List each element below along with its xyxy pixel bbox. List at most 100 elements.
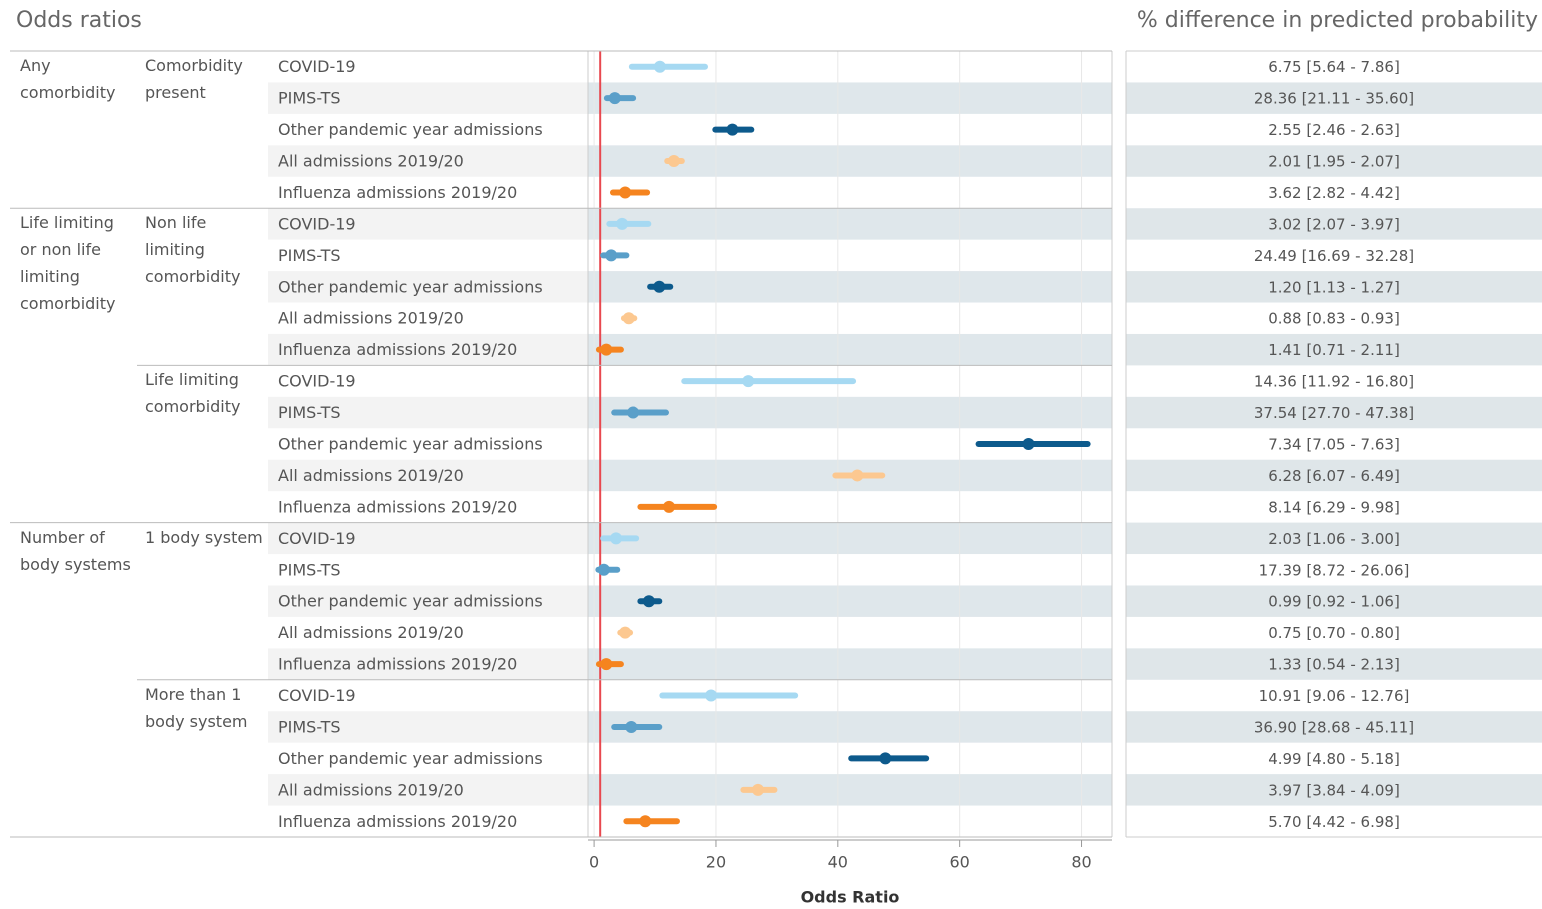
row-shade [1126, 396, 1542, 429]
outcome-label: PIMS-TS [278, 560, 341, 579]
outcome-label: All admissions 2019/20 [278, 780, 464, 799]
outcome-label: COVID-19 [278, 686, 356, 705]
estimate-point [653, 60, 666, 73]
pct-label: 0.99 [0.92 - 1.06] [1268, 593, 1400, 611]
row-shade [588, 774, 1112, 806]
row-shade [588, 271, 1112, 303]
x-tick-label: 60 [949, 853, 969, 872]
pct-label: 3.02 [2.07 - 3.97] [1268, 215, 1400, 233]
row-shade [1126, 333, 1542, 366]
pct-label: 28.36 [21.11 - 35.60] [1254, 90, 1414, 108]
row-shade [1126, 522, 1542, 555]
outcome-label: Other pandemic year admissions [278, 277, 543, 296]
estimate-point [879, 752, 892, 765]
pct-label: 2.01 [1.95 - 2.07] [1268, 153, 1400, 171]
x-tick-label: 20 [706, 853, 726, 872]
outcome-label: Other pandemic year admissions [278, 435, 543, 454]
outcome-label: PIMS-TS [278, 403, 341, 422]
pct-label: 1.33 [0.54 - 2.13] [1268, 656, 1400, 674]
pct-label: 14.36 [11.92 - 16.80] [1254, 373, 1414, 391]
subgroup-label: Non life limiting comorbidity [145, 213, 241, 287]
x-tick-label: 0 [589, 853, 599, 872]
estimate-point [610, 532, 623, 545]
outcome-label: PIMS-TS [278, 717, 341, 736]
row-shade [588, 648, 1112, 680]
row-shade [588, 208, 1112, 240]
row-shade [1126, 271, 1542, 303]
row-shade [268, 585, 588, 617]
row-shade [1126, 82, 1542, 114]
pct-label: 2.03 [1.06 - 3.00] [1268, 530, 1400, 548]
row-shade [1126, 774, 1542, 806]
pct-label: 5.70 [4.42 - 6.98] [1268, 813, 1400, 831]
row-shade [268, 774, 588, 806]
pct-label: 0.75 [0.70 - 0.80] [1268, 624, 1400, 642]
outcome-label: Other pandemic year admissions [278, 120, 543, 139]
row-shade [1126, 648, 1542, 680]
outcome-label: Other pandemic year admissions [278, 749, 543, 768]
estimate-point [597, 563, 610, 576]
estimate-point [625, 720, 638, 733]
outcome-label: COVID-19 [278, 57, 356, 76]
row-shade [268, 145, 588, 177]
estimate-point [605, 249, 618, 262]
row-shade [268, 396, 588, 429]
subgroup-label: Comorbidity present [145, 56, 243, 102]
outcome-label: All admissions 2019/20 [278, 152, 464, 171]
group-label: Any comorbidity [20, 56, 116, 102]
estimate-point [608, 92, 621, 105]
subgroup-label: More than 1 body system [145, 684, 248, 731]
pct-label: 3.97 [3.84 - 4.09] [1268, 781, 1400, 799]
row-shade [1126, 585, 1542, 617]
row-shade [588, 396, 1112, 429]
outcome-label: Influenza admissions 2019/20 [278, 183, 517, 202]
outcome-label: COVID-19 [278, 529, 356, 548]
outcome-label: Influenza admissions 2019/20 [278, 340, 517, 359]
estimate-point [726, 123, 739, 136]
x-axis-label: Odds Ratio [801, 888, 900, 907]
outcome-label: Influenza admissions 2019/20 [278, 497, 517, 516]
pct-label: 1.41 [0.71 - 2.11] [1268, 341, 1400, 359]
row-shade [588, 711, 1112, 743]
pct-label: 10.91 [9.06 - 12.76] [1259, 687, 1410, 705]
outcome-label: COVID-19 [278, 214, 356, 233]
group-label: Number of body systems [20, 527, 131, 574]
row-shade [268, 208, 588, 240]
group-label: Life limiting or non life limiting comor… [20, 213, 116, 314]
pct-label: 3.62 [2.82 - 4.42] [1268, 184, 1400, 202]
subgroup-label: Life limiting comorbidity [145, 370, 241, 417]
estimate-point [742, 375, 755, 388]
estimate-point [642, 595, 655, 608]
pct-label: 24.49 [16.69 - 32.28] [1254, 247, 1414, 265]
pct-label: 6.75 [5.64 - 7.86] [1268, 58, 1400, 76]
row-shade [588, 585, 1112, 617]
outcome-label: PIMS-TS [278, 89, 341, 108]
outcome-label: Influenza admissions 2019/20 [278, 655, 517, 674]
row-shade [1126, 711, 1542, 743]
outcome-label: PIMS-TS [278, 246, 341, 265]
row-shade [1126, 208, 1542, 240]
row-shade [268, 522, 588, 555]
pct-label: 17.39 [8.72 - 26.06] [1259, 561, 1410, 579]
row-shade [268, 711, 588, 743]
pct-label: 0.88 [0.83 - 0.93] [1268, 310, 1400, 328]
right-title: % difference in predicted probability [1137, 8, 1538, 33]
row-shade [268, 648, 588, 680]
row-shade [268, 82, 588, 114]
estimate-point [622, 312, 635, 325]
row-shade [268, 333, 588, 366]
x-tick-label: 80 [1071, 853, 1091, 872]
estimate-point [751, 783, 764, 796]
estimate-point [653, 280, 666, 293]
outcome-label: Influenza admissions 2019/20 [278, 812, 517, 831]
pct-label: 1.20 [1.13 - 1.27] [1268, 278, 1400, 296]
estimate-point [705, 689, 718, 702]
row-shade [1126, 145, 1542, 177]
pct-label: 8.14 [6.29 - 9.98] [1268, 498, 1400, 516]
estimate-point [619, 626, 632, 639]
pct-label: 37.54 [27.70 - 47.38] [1254, 404, 1414, 422]
outcome-label: Other pandemic year admissions [278, 592, 543, 611]
estimate-point [667, 155, 680, 168]
